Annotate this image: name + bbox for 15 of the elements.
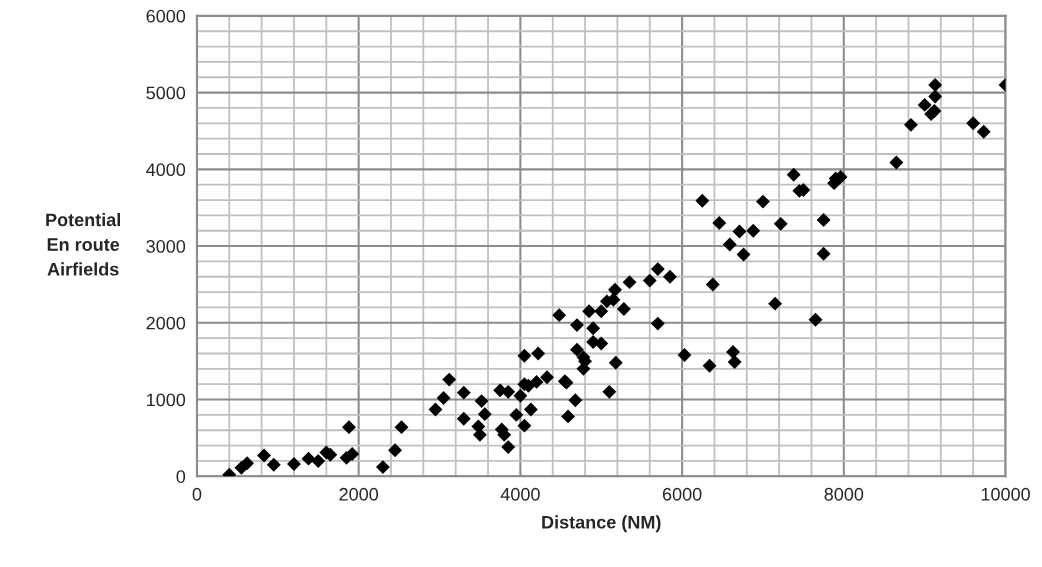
x-axis-title: Distance (NM) <box>542 515 661 533</box>
y-tick-label: 2000 <box>146 316 186 330</box>
y-axis-title: Potential En route Airfields <box>46 212 121 276</box>
y-tick-label: 6000 <box>146 9 186 23</box>
y-tick-label: 1000 <box>147 393 186 407</box>
x-tick-label: 8000 <box>824 487 864 501</box>
x-tick-label: 6000 <box>662 487 702 501</box>
x-tick-label: 10000 <box>981 487 1030 501</box>
x-tick-label: 0 <box>192 487 202 501</box>
x-tick-label: 4000 <box>500 487 540 501</box>
y-tick-label: 0 <box>176 470 186 483</box>
y-tick-label: 3000 <box>146 240 186 253</box>
x-tick-label: 2000 <box>339 487 379 501</box>
y-tick-label: 4000 <box>146 163 186 177</box>
y-tick-label: 5000 <box>146 86 186 100</box>
